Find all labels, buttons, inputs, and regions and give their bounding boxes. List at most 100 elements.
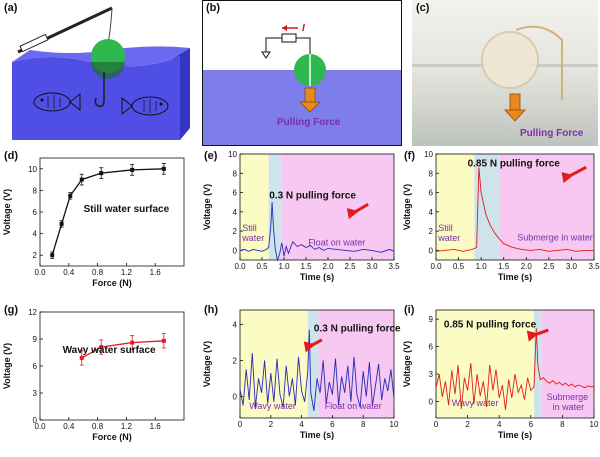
x-tick-label: 0.0 [234, 262, 246, 271]
force-arrow-shaft [509, 93, 521, 111]
x-axis-title: Time (s) [300, 272, 334, 282]
force-arrow-shaft [304, 87, 316, 103]
chart-i: 0 2 4 6 8 10 0 3 6 9 Time (s) Voltage (V) Wavy water… [402, 309, 599, 440]
y-tick-label: 2 [233, 356, 238, 365]
x-tick-label: 0.5 [256, 262, 268, 271]
y-tick-label: 0 [429, 246, 434, 255]
x-tick-label: 2 [269, 420, 274, 429]
annotation-arrowhead [303, 341, 316, 353]
region-label-line: water [437, 233, 460, 243]
y-tick-label: 8 [33, 186, 38, 195]
data-point [161, 166, 166, 171]
region-label: Float on water [325, 401, 382, 411]
data-point [99, 171, 104, 176]
region-label: Still water [241, 223, 264, 243]
schematic-illustration: I Pulling Force [202, 0, 402, 146]
y-tick-label: 6 [429, 343, 434, 352]
rod-handle [19, 33, 49, 53]
data-point [79, 177, 84, 182]
x-tick-label: 2.0 [521, 262, 533, 271]
panel-c: Pulling Force (c) [412, 0, 598, 146]
y-tick-label: 4 [233, 208, 238, 217]
data-point [68, 193, 73, 198]
x-tick-label: 0.8 [92, 268, 104, 277]
current-arrowhead [282, 25, 287, 31]
panel-b: I Pulling Force (b) [202, 0, 402, 146]
y-tick-label: 12 [28, 308, 37, 317]
series-line [239, 329, 395, 411]
fishing-hook [94, 72, 105, 108]
x-tick-label: 1.5 [498, 262, 510, 271]
x-tick-label: 6 [529, 420, 534, 429]
ball-submerged [91, 62, 125, 79]
x-tick-label: 1.2 [121, 422, 133, 431]
region-label-line: in water [553, 402, 585, 412]
panel-label: (e) [204, 150, 218, 162]
panel-label: (b) [206, 2, 221, 14]
x-tick-label: 0.5 [453, 262, 465, 271]
y-tick-label: 3 [33, 389, 38, 398]
x-tick-label: 2 [465, 420, 470, 429]
annotation-text: 0.3 N pulling force [269, 191, 356, 202]
annotation-text: Wavy water surface [63, 345, 156, 356]
y-tick-label: 10 [28, 165, 37, 174]
series-line [81, 340, 164, 359]
y-tick-label: 4 [429, 208, 434, 217]
force-arrow-head [299, 101, 321, 113]
x-tick-label: 0.4 [63, 268, 75, 277]
x-tick-label: 3.5 [388, 262, 400, 271]
plot-frame [39, 311, 185, 421]
y-tick-label: 9 [33, 335, 38, 344]
x-tick-label: 3.5 [588, 262, 600, 271]
x-tick-label: 1.0 [476, 262, 488, 271]
region-band [436, 310, 534, 418]
x-tick-label: 0.4 [63, 422, 75, 431]
series-line [435, 167, 594, 252]
annotation-text: 0.85 N pulling force [468, 159, 561, 170]
x-axis-title: Time (s) [498, 272, 532, 282]
x-axis-title: Force (N) [92, 278, 132, 288]
annotation-text: 0.85 N pulling force [444, 319, 537, 330]
x-tick-label: 1.6 [150, 268, 162, 277]
plot-frame [435, 309, 595, 419]
y-tick-label: 6 [429, 189, 434, 198]
annotation-arrowhead [526, 330, 539, 342]
panel-label: (g) [4, 304, 19, 316]
chart-e: 0.0 0.5 1.0 1.5 2.0 2.5 3.0 3.5 0 2 4 6 8 10 Time (s) V… [202, 150, 400, 282]
y-tick-label: 9 [429, 315, 434, 324]
data-point [130, 167, 135, 172]
x-tick-label: 1.5 [300, 262, 312, 271]
data-point [99, 345, 104, 350]
panel-label: (i) [404, 304, 415, 316]
annotation-text: Still water surface [84, 204, 170, 215]
plot-frame [239, 309, 395, 419]
y-tick-label: 2 [33, 251, 38, 260]
ground-symbol [261, 51, 271, 59]
x-tick-label: 6 [330, 420, 335, 429]
plot-frame [239, 153, 395, 261]
x-tick-label: 1.0 [278, 262, 290, 271]
data-point [161, 338, 166, 343]
y-tick-label: 2 [429, 227, 434, 236]
chart-d: 0.0 0.4 0.8 1.2 1.6 2 4 6 8 10 Force (N) Voltage (V… [2, 157, 185, 288]
force-label: Pulling Force [277, 117, 341, 128]
chart-f: 0.0 0.5 1.0 1.5 2.0 2.5 3.0 3.5 0 2 4 6 8 10 Time (s) V… [402, 150, 600, 282]
region-band [307, 310, 319, 418]
annotation-arrowhead [346, 208, 359, 220]
region-label: Submerge in water [517, 233, 593, 243]
fish-icon [33, 92, 81, 112]
x-tick-label: 1.2 [121, 268, 133, 277]
y-tick-label: 0 [429, 398, 434, 407]
y-tick-label: 2 [233, 227, 238, 236]
x-tick-label: 2.5 [344, 262, 356, 271]
x-tick-label: 0 [434, 420, 439, 429]
y-tick-label: 6 [233, 189, 238, 198]
y-tick-label: 0 [33, 416, 38, 425]
annotation-arrowhead [561, 172, 574, 184]
x-tick-label: 10 [590, 420, 599, 429]
region-label-line: water [241, 233, 264, 243]
x-tick-label: 3.0 [366, 262, 378, 271]
fishing-illustration [12, 6, 190, 140]
region-band [240, 154, 269, 260]
